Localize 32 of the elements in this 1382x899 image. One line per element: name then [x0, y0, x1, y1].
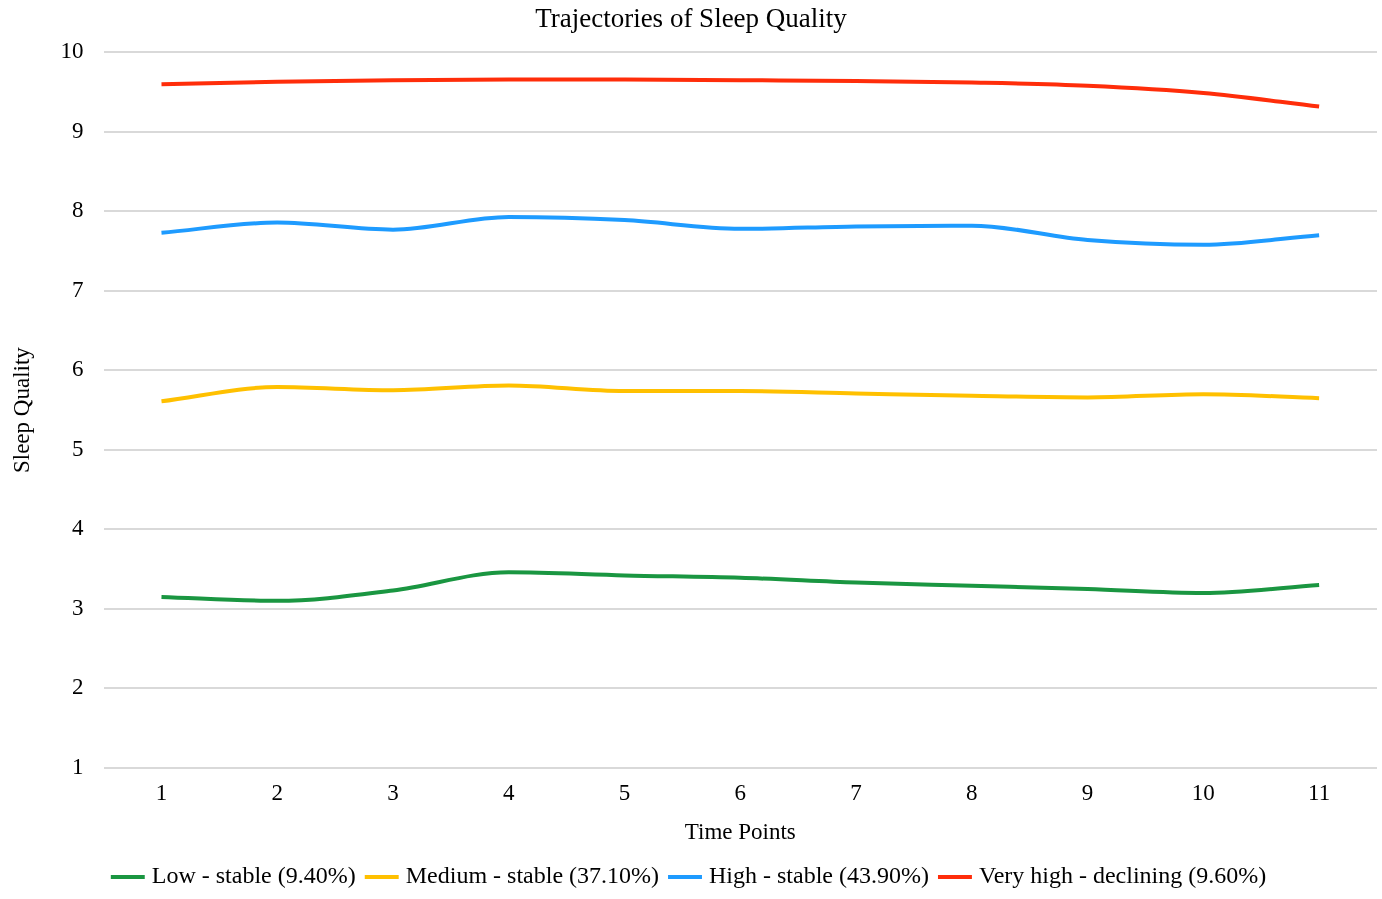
x-tick-label: 8 — [966, 779, 978, 805]
y-tick-label: 8 — [72, 197, 84, 223]
y-tick-label: 1 — [72, 753, 84, 779]
y-tick-label: 5 — [72, 435, 84, 461]
line-series — [159, 214, 1322, 247]
x-tick-label: 7 — [850, 779, 862, 805]
y-axis-title: Sleep Quality — [8, 346, 34, 474]
x-axis-title: Time Points — [684, 819, 796, 845]
y-tick-label: 7 — [72, 276, 84, 302]
chart-title: Trajectories of Sleep Quality — [535, 3, 848, 34]
y-tick-label: 6 — [72, 356, 84, 382]
x-tick-label: 6 — [734, 779, 747, 805]
y-tick-label: 10 — [60, 38, 84, 64]
legend-label: Medium - stable (37.10%) — [405, 862, 660, 889]
legend-label: Very high - declining (9.60%) — [978, 862, 1267, 889]
y-tick-label: 4 — [72, 515, 85, 541]
y-tick-label: 3 — [72, 594, 84, 620]
x-tick-label: 3 — [387, 779, 399, 805]
x-tick-label: 1 — [155, 779, 168, 805]
x-tick-label: 10 — [1191, 779, 1215, 805]
y-tick-label: 2 — [72, 674, 84, 700]
line-series — [159, 570, 1322, 603]
legend-label: High - stable (43.90%) — [709, 862, 929, 889]
x-tick-label: 11 — [1308, 779, 1331, 805]
x-tick-label: 9 — [1081, 779, 1094, 805]
x-tick-label: 4 — [503, 779, 516, 805]
legend-label: Low - stable (9.40%) — [151, 862, 356, 889]
y-tick-label: 9 — [72, 117, 84, 143]
line-series — [159, 77, 1322, 109]
line-series — [159, 383, 1322, 404]
x-tick-label: 5 — [618, 779, 631, 805]
x-tick-label: 2 — [271, 779, 283, 805]
